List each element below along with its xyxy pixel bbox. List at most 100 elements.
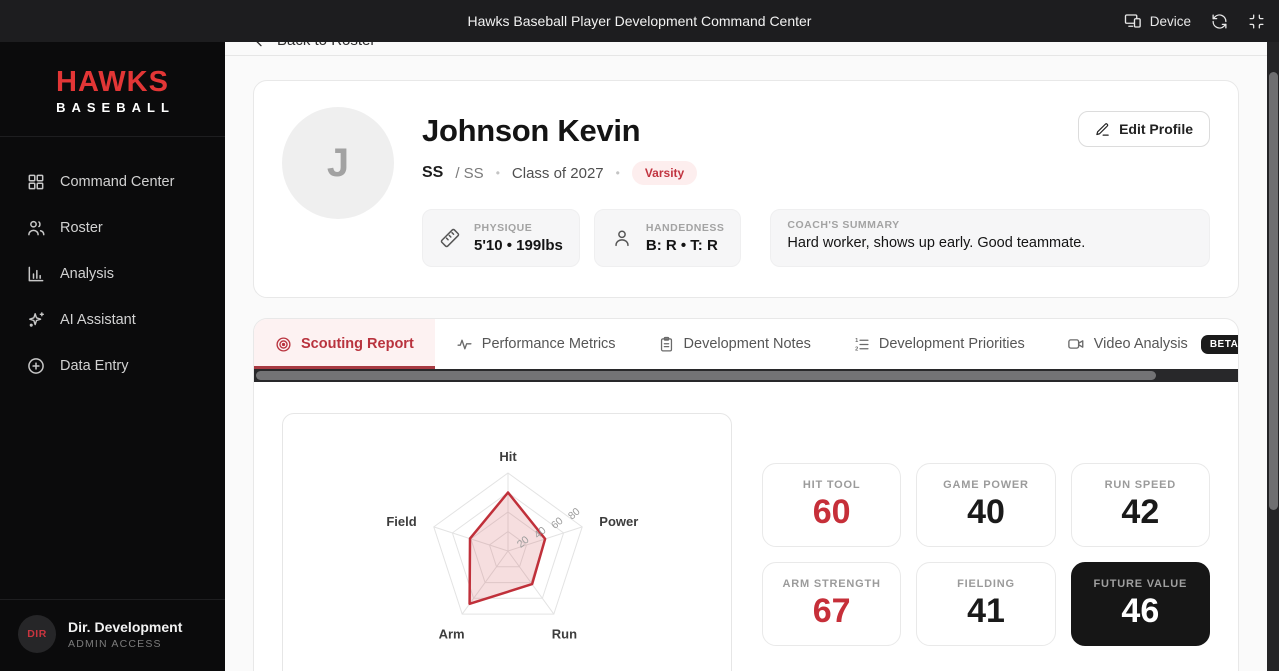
tab-label: Video Analysis	[1093, 336, 1188, 352]
stat-card-future-value: FUTURE VALUE 46	[1070, 562, 1210, 646]
tab-performance-metrics[interactable]: Performance Metrics	[435, 319, 637, 369]
coach-summary-label: COACH'S SUMMARY	[787, 219, 900, 231]
physique-card: PHYSIQUE 5'10 • 199lbs	[422, 209, 580, 267]
beta-badge: BETA	[1200, 334, 1238, 354]
sidebar-item-label: Roster	[60, 220, 103, 237]
sidebar-item-analysis[interactable]: Analysis	[0, 251, 225, 297]
stat-value: 60	[812, 492, 851, 531]
tab-label: Performance Metrics	[481, 336, 616, 352]
stat-card-arm-strength: ARM STRENGTH 67	[762, 562, 902, 646]
svg-text:80: 80	[566, 505, 583, 522]
device-icon	[1124, 12, 1142, 30]
device-label: Device	[1149, 13, 1191, 29]
tabs-horizontal-scrollbar[interactable]	[254, 369, 1238, 382]
player-meta: SS / SS • Class of 2027 • Varsity	[422, 161, 1210, 185]
tab-scouting-report[interactable]: Scouting Report	[254, 319, 435, 369]
tab-development-priorities[interactable]: 1 2 Development Priorities	[832, 319, 1046, 369]
target-icon	[275, 336, 292, 353]
activity-icon	[456, 336, 473, 353]
position-secondary: / SS	[455, 164, 484, 182]
person-icon	[611, 227, 633, 249]
sync-icon[interactable]	[1211, 13, 1228, 30]
class-year: Class of 2027	[511, 164, 604, 182]
tab-video-analysis[interactable]: Video Analysis BETA	[1046, 319, 1238, 369]
stat-value: 42	[1121, 492, 1160, 531]
sidebar-item-roster[interactable]: Roster	[0, 205, 225, 251]
stat-card-fielding: FIELDING 41	[916, 562, 1056, 646]
user-role: ADMIN ACCESS	[68, 637, 162, 650]
tab-development-notes[interactable]: Development Notes	[637, 319, 832, 369]
ruler-icon	[439, 227, 461, 249]
sparkles-icon	[26, 310, 46, 330]
physique-value: 5'10 • 199lbs	[474, 237, 563, 254]
vertical-scrollbar-thumb[interactable]	[1268, 72, 1278, 510]
svg-text:Field: Field	[386, 514, 416, 529]
sidebar-item-label: Data Entry	[60, 358, 129, 375]
sidebar-item-label: Command Center	[60, 174, 175, 191]
pen-icon	[1095, 122, 1110, 137]
video-camera-icon	[1067, 335, 1085, 353]
stat-value: 67	[812, 591, 851, 630]
logo-baseball: BASEBALL	[56, 100, 175, 116]
svg-text:2: 2	[855, 346, 858, 352]
edit-profile-button[interactable]: Edit Profile	[1078, 111, 1210, 147]
stat-label: FUTURE VALUE	[1093, 577, 1188, 590]
stat-card-game-power: GAME POWER 40	[916, 463, 1056, 547]
stat-value: 40	[967, 492, 1005, 531]
app-title: Hawks Baseball Player Development Comman…	[467, 13, 812, 29]
users-icon	[26, 218, 46, 238]
stat-label: FIELDING	[957, 577, 1015, 590]
tab-label: Development Priorities	[878, 336, 1025, 352]
vertical-scrollbar[interactable]	[1267, 42, 1279, 671]
top-bar: Hawks Baseball Player Development Comman…	[0, 0, 1279, 42]
coach-summary-card: COACH'S SUMMARY Hard worker, shows up ea…	[770, 209, 1210, 267]
stat-label: ARM STRENGTH	[782, 577, 881, 590]
sidebar-item-command-center[interactable]: Command Center	[0, 159, 225, 205]
tool-grades-grid: HIT TOOL 60 GAME POWER 40 RUN SPEED 42 A…	[762, 463, 1210, 646]
fullscreen-exit-icon[interactable]	[1248, 13, 1265, 30]
ordered-list-icon: 1 2	[853, 336, 870, 353]
svg-text:Hit: Hit	[499, 449, 517, 464]
bar-chart-icon	[26, 264, 46, 284]
back-row: Back to Roster	[225, 32, 1267, 56]
edit-profile-label: Edit Profile	[1119, 121, 1193, 137]
svg-text:Power: Power	[599, 514, 638, 529]
grid-icon	[26, 172, 46, 192]
player-avatar: J	[282, 107, 394, 219]
sidebar: HAWKS BASEBALL Command Center Roster	[0, 42, 225, 671]
meta-separator: •	[615, 166, 620, 180]
sidebar-item-ai-assistant[interactable]: AI Assistant	[0, 297, 225, 343]
plus-circle-icon	[26, 356, 46, 376]
main-content: Back to Roster J Johnson Kevin SS / SS •…	[225, 32, 1267, 671]
tool-radar-card: Hit Power Run Arm Field 20 40 60 80	[282, 413, 732, 671]
handedness-label: HANDEDNESS	[645, 222, 725, 234]
sidebar-nav: Command Center Roster Analysis	[0, 137, 225, 389]
meta-separator: •	[495, 166, 500, 180]
tab-bar: Scouting Report Performance Metrics D	[254, 319, 1238, 369]
scouting-report-panel: Hit Power Run Arm Field 20 40 60 80 HIT TOOL 60 …	[254, 382, 1238, 671]
team-logo: HAWKS BASEBALL	[0, 42, 225, 138]
sidebar-item-label: Analysis	[60, 266, 114, 283]
svg-text:Arm: Arm	[439, 627, 465, 642]
stat-label: RUN SPEED	[1104, 478, 1177, 491]
coach-summary-value: Hard worker, shows up early. Good teamma…	[787, 235, 1086, 251]
stat-card-run-speed: RUN SPEED 42	[1070, 463, 1210, 547]
tab-label: Development Notes	[683, 336, 811, 352]
user-name: Dir. Development	[68, 618, 183, 635]
stat-label: HIT TOOL	[802, 478, 861, 491]
player-name: Johnson Kevin	[422, 113, 641, 148]
tab-label: Scouting Report	[301, 336, 414, 352]
device-selector[interactable]: Device	[1124, 12, 1191, 30]
sidebar-user[interactable]: DIR Dir. Development ADMIN ACCESS	[0, 599, 225, 671]
player-header-card: J Johnson Kevin SS / SS • Class of 2027 …	[253, 80, 1239, 298]
user-avatar: DIR	[18, 615, 56, 653]
sidebar-item-data-entry[interactable]: Data Entry	[0, 343, 225, 389]
horizontal-scrollbar-thumb[interactable]	[256, 371, 1157, 380]
team-level-badge: Varsity	[631, 161, 698, 185]
stat-card-hit-tool: HIT TOOL 60	[762, 463, 902, 547]
handedness-card: HANDEDNESS B: R • T: R	[593, 209, 742, 267]
position-primary: SS	[422, 164, 444, 181]
report-card: Scouting Report Performance Metrics D	[253, 318, 1239, 671]
svg-text:Run: Run	[552, 627, 577, 642]
